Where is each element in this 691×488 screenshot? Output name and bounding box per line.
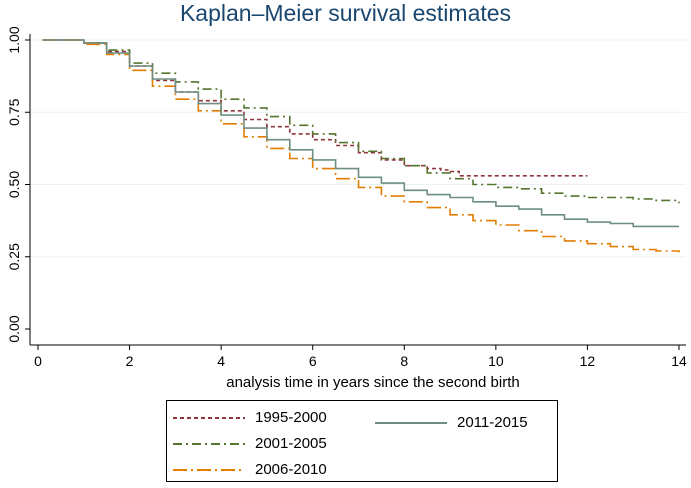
legend-label-2006-2010: 2006-2010 bbox=[255, 461, 327, 478]
x-axis-title: analysis time in years since the second … bbox=[226, 374, 519, 391]
x-axis-ticks: 0 2 4 6 8 10 12 14 bbox=[34, 345, 687, 369]
legend-label-2011-2015: 2011-2015 bbox=[457, 414, 528, 431]
x-tick-label: 2 bbox=[126, 353, 134, 369]
x-tick-label: 4 bbox=[217, 353, 225, 369]
legend-item-1995-2000: 1995-2000 bbox=[173, 409, 327, 426]
y-tick-label: 0.50 bbox=[6, 171, 22, 198]
legend: 1995-2000 2001-2005 2006-2010 2011-2015 bbox=[166, 400, 558, 482]
y-tick-label: 0.00 bbox=[6, 315, 22, 342]
y-axis-ticks: 0.00 0.25 0.50 0.75 1.00 bbox=[6, 26, 30, 343]
plot-area: 0.00 0.25 0.50 0.75 1.00 0 2 4 6 8 10 12 14 analysi… bbox=[6, 26, 687, 391]
legend-item-2011-2015: 2011-2015 bbox=[375, 414, 528, 431]
y-tick-label: 1.00 bbox=[6, 26, 22, 53]
series-line-1995-2000 bbox=[42, 39, 588, 177]
series-line-2011-2015 bbox=[42, 39, 679, 228]
legend-swatch-1995-2000 bbox=[173, 416, 245, 419]
legend-label-2001-2005: 2001-2005 bbox=[255, 435, 327, 452]
x-tick-label: 8 bbox=[400, 353, 408, 369]
x-tick-label: 14 bbox=[671, 353, 687, 369]
legend-label-1995-2000: 1995-2000 bbox=[255, 409, 327, 426]
y-tick-label: 0.75 bbox=[6, 98, 22, 125]
legend-item-2006-2010: 2006-2010 bbox=[173, 461, 327, 478]
x-tick-label: 12 bbox=[580, 353, 596, 369]
legend-item-2001-2005: 2001-2005 bbox=[173, 435, 327, 452]
x-tick-label: 6 bbox=[309, 353, 317, 369]
x-tick-label: 10 bbox=[488, 353, 504, 369]
series-line-2001-2005 bbox=[42, 39, 680, 204]
series-lines bbox=[42, 39, 680, 253]
y-tick-label: 0.25 bbox=[6, 243, 22, 270]
chart-title: Kaplan–Meier survival estimates bbox=[179, 0, 512, 26]
legend-swatch-2011-2015 bbox=[375, 421, 447, 424]
series-line-2006-2010 bbox=[42, 39, 680, 253]
x-tick-label: 0 bbox=[34, 353, 42, 369]
legend-swatch-2006-2010 bbox=[173, 468, 245, 471]
legend-swatch-2001-2005 bbox=[173, 442, 245, 445]
